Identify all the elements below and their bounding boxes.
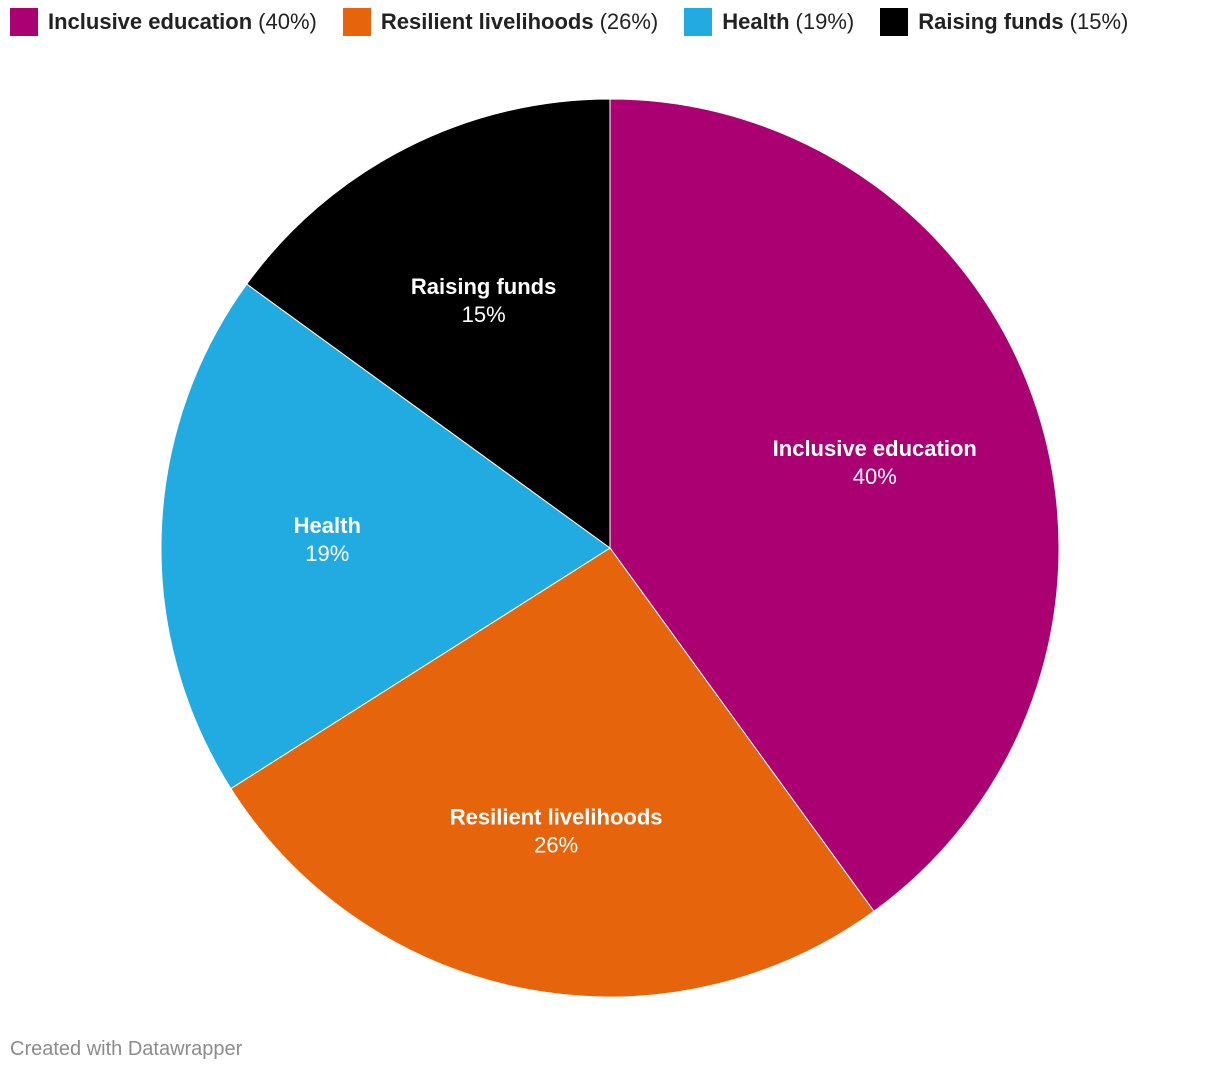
pie-slice-raising-funds xyxy=(246,98,611,549)
pie-slice-inclusive-education xyxy=(609,98,1060,912)
legend-label: Health xyxy=(722,9,790,34)
legend-percent: (26%) xyxy=(599,9,659,34)
slice-label: Inclusive education xyxy=(773,436,977,461)
legend-item-inclusive-education: Inclusive education (40%) xyxy=(10,8,317,36)
slice-percent: 26% xyxy=(534,832,578,857)
legend-item-resilient-livelihoods: Resilient livelihoods (26%) xyxy=(342,8,659,36)
slice-label: Health xyxy=(294,513,361,538)
legend-percent: (15%) xyxy=(1069,9,1129,34)
slice-percent: 15% xyxy=(462,302,506,327)
pie-slice-health xyxy=(160,283,611,790)
legend-swatch xyxy=(10,8,38,36)
legend-swatch xyxy=(880,8,909,36)
legend: Inclusive education (40%) Resilient live… xyxy=(10,8,1128,36)
credit-text: Created with Datawrapper xyxy=(10,1038,243,1060)
slice-label: Raising funds xyxy=(411,274,556,299)
legend-item-health: Health (19%) xyxy=(684,8,854,36)
legend-label: Inclusive education xyxy=(48,9,253,34)
slice-percent: 40% xyxy=(853,464,897,489)
legend-percent: (19%) xyxy=(795,9,855,34)
legend-percent: (40%) xyxy=(258,9,317,34)
legend-label: Resilient livelihoods xyxy=(380,9,594,34)
legend-item-raising-funds: Raising funds (15%) xyxy=(880,8,1128,36)
slice-percent: 19% xyxy=(305,541,349,566)
legend-swatch xyxy=(684,8,713,36)
legend-label: Raising funds xyxy=(918,9,1064,34)
legend-swatch xyxy=(342,8,371,36)
slice-label: Resilient livelihoods xyxy=(450,804,663,829)
pie-slice-resilient-livelihoods xyxy=(230,547,875,998)
